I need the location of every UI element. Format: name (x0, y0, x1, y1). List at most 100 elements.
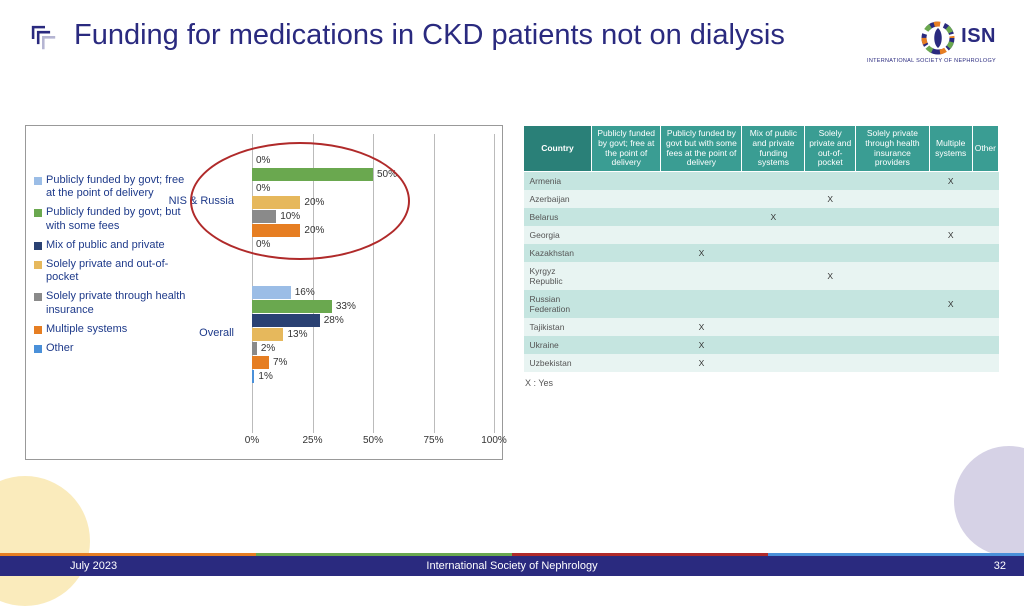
legend-swatch (34, 209, 42, 217)
data-cell (805, 244, 856, 262)
data-cell (592, 208, 661, 226)
data-cell (592, 244, 661, 262)
bar-value-label: 7% (273, 356, 287, 369)
data-cell: X (661, 244, 742, 262)
data-cell (929, 190, 972, 208)
country-cell: Kazakhstan (524, 244, 592, 262)
legend-label: Multiple systems (46, 323, 127, 336)
legend-item: Other (34, 342, 192, 355)
legend-label: Other (46, 342, 74, 355)
x-tick-label: 100% (481, 435, 507, 446)
table-header: Other (972, 126, 998, 172)
country-cell: Belarus (524, 208, 592, 226)
data-cell (856, 290, 930, 318)
table-header: Publicly funded by govt; free at the poi… (592, 126, 661, 172)
data-cell (929, 318, 972, 336)
gridline (494, 134, 495, 433)
chart-bar (252, 356, 269, 369)
country-cell: Russian Federation (524, 290, 592, 318)
chart-bar (252, 328, 283, 341)
data-cell (972, 190, 998, 208)
legend-label: Solely private and out-of-pocket (46, 258, 192, 284)
page-title: Funding for medications in CKD patients … (74, 18, 846, 52)
data-cell (856, 262, 930, 290)
data-cell: X (805, 262, 856, 290)
data-cell (972, 354, 998, 372)
data-cell (805, 318, 856, 336)
data-cell (929, 262, 972, 290)
data-cell (972, 336, 998, 354)
header: Funding for medications in CKD patients … (28, 18, 996, 64)
data-cell (856, 226, 930, 244)
data-cell (592, 172, 661, 191)
accent-segment (768, 553, 1024, 556)
legend-item: Solely private through health insurance (34, 290, 192, 316)
data-cell (929, 244, 972, 262)
data-cell (856, 190, 930, 208)
data-cell (972, 226, 998, 244)
x-tick-label: 25% (302, 435, 322, 446)
data-cell: X (929, 226, 972, 244)
gridline (373, 134, 374, 433)
content: Publicly funded by govt; free at the poi… (25, 125, 999, 526)
data-cell (742, 290, 805, 318)
data-cell (742, 190, 805, 208)
group-label: Overall (154, 327, 234, 339)
data-cell (742, 226, 805, 244)
data-cell (972, 172, 998, 191)
isn-logo: ISN INTERNATIONAL SOCIETY OF NEPHROLOGY (846, 18, 996, 64)
bar-value-label: 16% (295, 286, 315, 299)
country-cell: Kyrgyz Republic (524, 262, 592, 290)
table-row: Uzbekistan X (524, 354, 999, 372)
chart-plot-area: 0%50%0%20%10%20%0%NIS & Russia16%33%28%1… (252, 134, 492, 433)
data-cell (856, 336, 930, 354)
data-cell (661, 208, 742, 226)
data-cell: X (805, 190, 856, 208)
data-cell (592, 336, 661, 354)
data-cell (742, 172, 805, 191)
data-cell (856, 172, 930, 191)
bar-value-label: 13% (287, 328, 307, 341)
table-row: Kyrgyz Republic X (524, 262, 999, 290)
data-cell (805, 172, 856, 191)
data-cell (661, 290, 742, 318)
data-table: CountryPublicly funded by govt; free at … (523, 125, 999, 372)
chart-bar (252, 210, 276, 223)
legend-swatch (34, 293, 42, 301)
bar-value-label: 20% (304, 224, 324, 237)
chart-bar (252, 286, 291, 299)
table-panel: CountryPublicly funded by govt; free at … (523, 125, 999, 526)
bar-value-label: 1% (258, 370, 272, 383)
data-cell (592, 262, 661, 290)
table-row: Georgia X (524, 226, 999, 244)
legend-swatch (34, 242, 42, 250)
data-cell (972, 318, 998, 336)
chart-x-axis: 0%25%50%75%100% (252, 435, 492, 451)
data-cell (742, 244, 805, 262)
table-header: Publicly funded by govt but with some fe… (661, 126, 742, 172)
data-cell (661, 172, 742, 191)
bar-value-label: 0% (256, 238, 270, 251)
table-header: Solely private and out-of-pocket (805, 126, 856, 172)
group-label: NIS & Russia (154, 195, 234, 207)
table-row: Belarus X (524, 208, 999, 226)
logo-acronym: ISN (961, 25, 996, 47)
data-cell (805, 336, 856, 354)
data-cell: X (661, 336, 742, 354)
data-cell (972, 208, 998, 226)
data-cell (929, 208, 972, 226)
legend-swatch (34, 345, 42, 353)
bar-value-label: 20% (304, 196, 324, 209)
data-cell (742, 336, 805, 354)
x-tick-label: 75% (423, 435, 443, 446)
bar-value-label: 28% (324, 314, 344, 327)
country-cell: Georgia (524, 226, 592, 244)
legend-label: Publicly funded by govt; but with some f… (46, 206, 192, 232)
data-cell (856, 244, 930, 262)
country-cell: Uzbekistan (524, 354, 592, 372)
data-cell: X (742, 208, 805, 226)
data-cell: X (929, 172, 972, 191)
data-cell: X (661, 354, 742, 372)
accent-segment (256, 553, 512, 556)
country-cell: Armenia (524, 172, 592, 191)
